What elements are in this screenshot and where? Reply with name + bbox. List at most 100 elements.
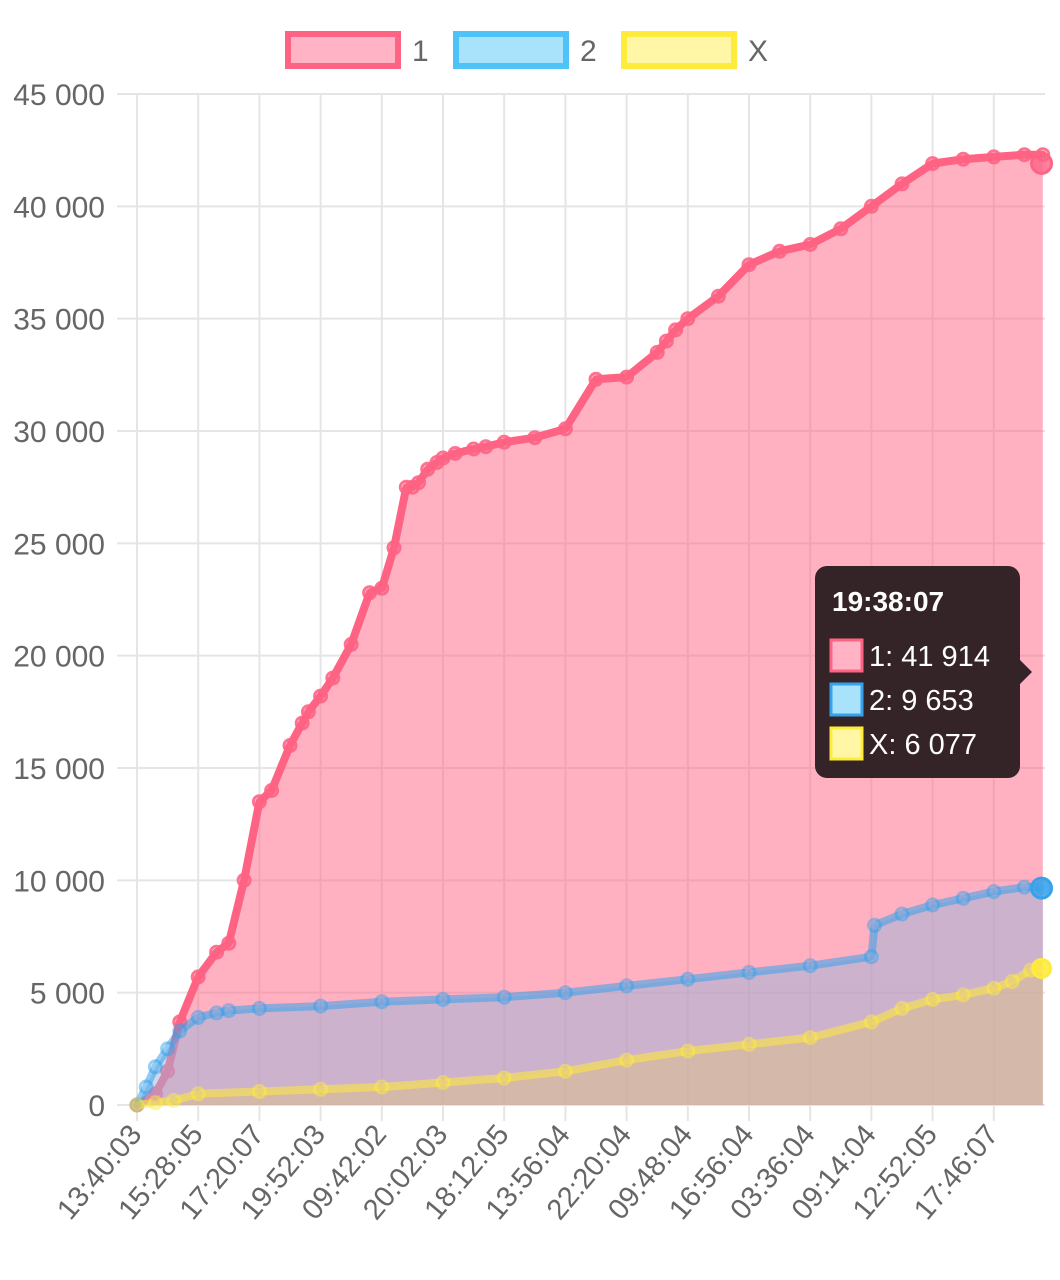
- series-1-point: [190, 969, 206, 985]
- series-X-point: [557, 1063, 573, 1079]
- series-1-point: [649, 344, 665, 360]
- legend-swatch: [621, 31, 737, 69]
- series-X-hover-point: [1031, 957, 1053, 979]
- series-X-point: [496, 1070, 512, 1086]
- series-X-point: [251, 1084, 267, 1099]
- series-1-point: [251, 794, 267, 810]
- tooltip-item: 2: 9 653: [869, 685, 974, 717]
- series-2-point: [925, 897, 941, 913]
- y-tick-label: 0: [88, 1090, 105, 1123]
- series-X-area: [137, 968, 1043, 1105]
- series-1-point: [527, 430, 543, 446]
- series-1-point: [398, 479, 414, 495]
- tooltip-swatch: [829, 682, 864, 717]
- series-1-point: [294, 715, 310, 731]
- series-X-point: [863, 1014, 879, 1030]
- series-X-point: [680, 1043, 696, 1059]
- series-2-point: [557, 985, 573, 1001]
- series-2-point: [741, 964, 757, 980]
- series-1-point: [236, 872, 252, 888]
- series-2-point: [172, 1023, 188, 1039]
- series-1-point: [619, 369, 635, 385]
- series-1-point: [894, 176, 910, 192]
- series-X-point: [166, 1093, 182, 1108]
- series-2-point: [435, 991, 451, 1007]
- series-2-point: [496, 989, 512, 1005]
- series-1-point: [478, 439, 494, 455]
- y-tick-label: 20 000: [13, 641, 105, 674]
- series-1-point: [986, 149, 1002, 165]
- series-1-point: [710, 288, 726, 304]
- y-tick-label: 15 000: [13, 753, 105, 786]
- series-1-point: [386, 540, 402, 556]
- series-2-point: [147, 1059, 163, 1075]
- legend: 1 2 X: [285, 31, 768, 69]
- tooltip-item: X: 6 077: [869, 729, 977, 761]
- series-1-line: [133, 150, 1047, 1109]
- series-2-point: [986, 884, 1002, 900]
- series-2-point: [251, 1000, 267, 1016]
- series-1-point: [668, 322, 684, 338]
- series-X-point: [129, 1097, 145, 1113]
- series-1-point: [374, 580, 390, 596]
- series-X-point: [190, 1086, 206, 1102]
- series-1-point: [680, 311, 696, 327]
- legend-swatch: [285, 31, 401, 69]
- series-1-point: [221, 935, 237, 951]
- series-areas: [129, 147, 1054, 1113]
- legend-item-2[interactable]: 2: [453, 31, 597, 69]
- tooltip: 19:38:07 1: 41 914 2: 9 653 X: 6 077: [815, 566, 1032, 778]
- y-tick-label: 5 000: [30, 978, 105, 1011]
- tooltip-caret: [1020, 660, 1032, 684]
- series-2-point: [867, 917, 882, 933]
- y-tick-label: 40 000: [13, 191, 105, 224]
- series-1-point: [557, 421, 573, 437]
- series-2-point: [190, 1009, 206, 1025]
- series-X-point: [147, 1095, 163, 1111]
- tooltip-item: 1: 41 914: [869, 641, 990, 673]
- y-tick-label: 30 000: [13, 416, 105, 449]
- series-1-point: [833, 221, 849, 237]
- series-X-point: [986, 980, 1002, 996]
- series-1-area: [137, 154, 1043, 1105]
- series-X-point: [955, 987, 971, 1003]
- tooltip-swatch: [829, 638, 864, 673]
- series-2-point: [863, 949, 879, 965]
- series-X-point: [741, 1036, 757, 1052]
- series-1-point: [658, 333, 674, 349]
- series-X-point: [374, 1079, 390, 1095]
- legend-swatch: [453, 31, 569, 69]
- tooltip-title: 19:38:07: [832, 586, 944, 617]
- series-X-point: [313, 1081, 329, 1097]
- series-2-point: [313, 998, 329, 1014]
- series-1-point: [741, 257, 757, 273]
- series-X-point: [894, 1000, 910, 1016]
- series-X-line: [133, 964, 1047, 1109]
- legend-item-1[interactable]: 1: [285, 31, 429, 69]
- series-X-point: [1004, 973, 1020, 989]
- series-1-hover-point: [1030, 151, 1054, 175]
- series-2-hover-point: [1030, 876, 1054, 900]
- series-2-point: [374, 994, 390, 1010]
- legend-item-X[interactable]: X: [621, 31, 768, 69]
- series-X-point: [802, 1030, 818, 1046]
- series-1-point: [313, 688, 329, 704]
- y-tick-label: 45 000: [13, 79, 105, 112]
- series-1-point: [863, 198, 879, 214]
- series-1-point: [300, 704, 316, 720]
- legend-label: 2: [580, 35, 597, 68]
- series-2-point: [138, 1079, 154, 1095]
- series-1-point: [1016, 147, 1032, 163]
- series-1-point: [209, 944, 225, 960]
- series-1-point: [772, 243, 788, 259]
- y-tick-label: 10 000: [13, 865, 105, 898]
- series-2-point: [619, 978, 635, 994]
- series-2-point: [894, 906, 910, 922]
- series-1-point: [264, 783, 280, 798]
- series-2-point: [680, 971, 696, 987]
- series-1-point: [588, 371, 604, 387]
- y-tick-label: 25 000: [13, 528, 105, 561]
- series-X-point: [435, 1075, 451, 1090]
